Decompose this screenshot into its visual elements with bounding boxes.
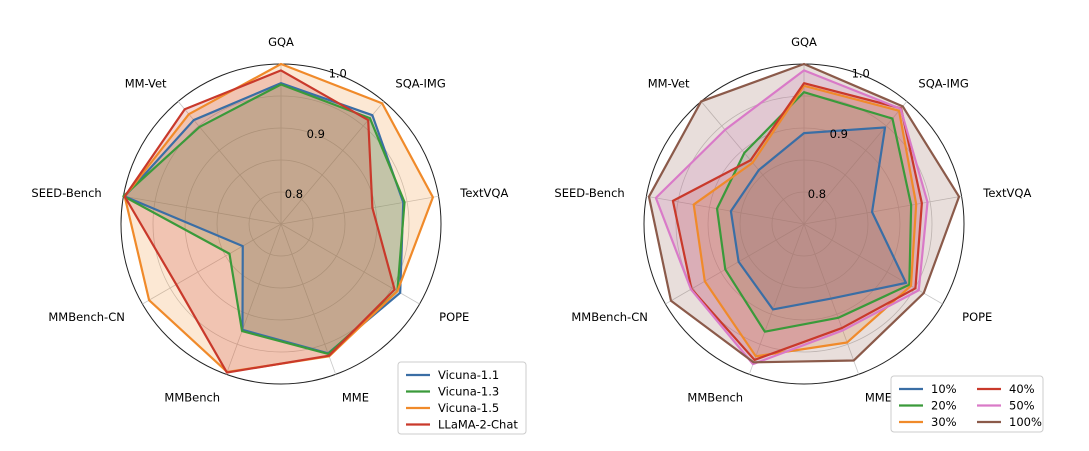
radial-tick-label: 0.8 [808,187,826,201]
legend: Vicuna-1.1 Vicuna-1.3 Vicuna-1.5 LLaMA-2-Ch… [397,361,527,435]
legend-entry-label: Vicuna-1.3 [438,385,499,399]
series-area [124,64,433,372]
radial-tick-label: 1.0 [852,67,870,81]
axis-label: POPE [439,310,469,324]
axis-label: SEED-Bench [31,186,101,200]
grid-spoke [123,195,282,225]
radial-tick-label: 0.9 [830,127,848,141]
legend-entry-label: 40% [1009,382,1035,396]
series-area [730,127,906,310]
grid-spoke [142,223,282,305]
radial-tick-label: 1.0 [329,67,347,81]
axis-label: SQA-IMG [918,77,968,91]
series-line [729,126,908,311]
legend-box [890,375,1044,433]
axis-label: MME [342,390,369,404]
series-line [122,83,406,355]
axis-label: TextVQA [982,186,1031,200]
axis-label: GQA [268,35,294,49]
axis-label: MME [865,390,892,404]
series-area [124,70,395,373]
legend-entry-label: LLaMA-2-Chat [438,418,518,432]
series-line [671,82,923,362]
grid-spoke [280,223,337,375]
series-area [124,83,404,354]
series-line [123,69,396,374]
series-area [717,92,912,332]
grid-spoke [803,101,908,225]
series-line [715,91,913,333]
axis-label: SEED-Bench [554,186,624,200]
axis-label: MMBench-CN [571,310,648,324]
legend-entry-label: 10% [931,382,957,396]
series-line [654,69,929,366]
radial-tick-label: 0.8 [285,187,303,201]
axis-label: TextVQA [459,186,508,200]
series-line [692,84,918,358]
grid-spoke [225,223,282,375]
radar-chart-left: 0.8 0.9 1.0 GQA SQA-IMG TextVQA POPE MME MMBench… [31,35,527,435]
legend-entry-label: Vicuna-1.1 [438,368,499,382]
legend-entry-label: Vicuna-1.5 [438,401,499,415]
legend-box [397,361,527,435]
series-area [693,85,917,357]
axis-label: MMBench [164,390,220,404]
axis-label: GQA [791,35,817,49]
grid-spoke [748,223,805,375]
grid-spoke [665,223,805,305]
axis-label: MM-Vet [125,77,167,91]
legend-entry-label: 100% [1009,415,1042,429]
legend-entry-label: 30% [931,415,957,429]
axis-label: MMBench [687,390,743,404]
grid-spoke [177,101,282,225]
axis-label: MMBench-CN [48,310,125,324]
legend: 10% 20% 30% 40% 50% 100% [890,375,1044,433]
series-area [672,83,922,360]
series-area [655,70,928,365]
grid-spoke [280,101,385,225]
series-area [123,84,405,354]
grid-spoke [280,195,439,225]
radar-chart-right: 0.8 0.9 1.0 GQA SQA-IMG TextVQA POPE MME MMBench… [554,35,1044,433]
axis-label: POPE [962,310,992,324]
legend-entry-label: 20% [931,399,957,413]
grid-spoke [803,195,962,225]
axis-label: SQA-IMG [395,77,445,91]
series-line [647,62,961,364]
radial-tick-label: 0.9 [307,127,325,141]
axis-label: MM-Vet [648,77,690,91]
legend-entry-label: 50% [1009,399,1035,413]
